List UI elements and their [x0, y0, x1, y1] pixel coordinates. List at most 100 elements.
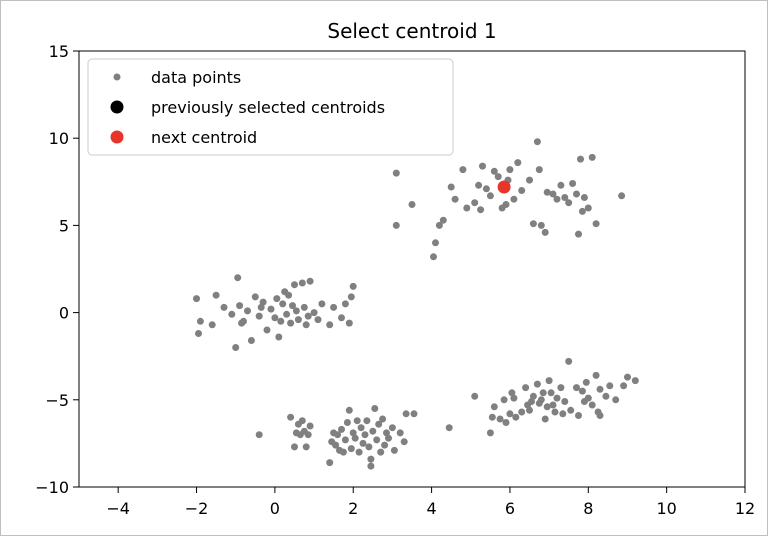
data-point [310, 309, 318, 317]
data-point [263, 326, 271, 334]
data-point [294, 316, 302, 324]
data-point [196, 317, 204, 325]
data-point [514, 159, 522, 167]
legend-marker-data-points [113, 73, 121, 81]
data-point [247, 337, 255, 344]
data-point [588, 153, 596, 161]
data-point [400, 438, 408, 446]
data-point [349, 282, 357, 290]
data-point [529, 220, 537, 228]
x-tick-label: 10 [656, 499, 676, 518]
data-point [541, 415, 549, 423]
data-point [359, 439, 367, 447]
data-point [528, 398, 535, 405]
data-point [277, 317, 285, 325]
data-point [267, 305, 275, 313]
data-point [606, 382, 614, 390]
data-point [526, 176, 533, 184]
data-point [338, 425, 345, 433]
data-point [582, 378, 590, 386]
data-point [336, 446, 343, 454]
data-point [588, 401, 596, 409]
x-tick-label: −2 [185, 499, 209, 518]
data-point [565, 357, 573, 365]
data-point [569, 180, 577, 187]
data-point [326, 459, 334, 467]
data-point [543, 188, 551, 196]
y-tick-label: −5 [45, 391, 69, 410]
legend-marker-next-centroid [110, 130, 124, 144]
data-point [304, 431, 312, 439]
data-point [471, 199, 479, 207]
data-point [298, 417, 306, 425]
data-point [498, 204, 506, 212]
data-point [471, 392, 479, 400]
data-point [385, 434, 392, 442]
data-point [490, 403, 498, 411]
data-point [533, 138, 541, 146]
data-point [573, 384, 580, 392]
data-point [486, 192, 494, 200]
data-point [553, 195, 561, 203]
data-point [383, 429, 390, 437]
data-point [435, 221, 443, 229]
data-point [318, 300, 326, 308]
data-point [439, 216, 447, 224]
data-point [596, 412, 604, 419]
legend-label-previous-centroids: previously selected centroids [151, 98, 385, 117]
legend-box [87, 58, 454, 156]
data-point [549, 401, 557, 409]
centroid-point [497, 180, 511, 194]
data-point [390, 446, 398, 454]
data-point [477, 206, 485, 214]
data-point [208, 321, 216, 329]
data-point [341, 436, 349, 444]
data-point [535, 166, 543, 174]
x-tick-label: 8 [583, 499, 593, 518]
data-point [279, 300, 287, 308]
data-point [195, 330, 202, 337]
data-point [281, 288, 289, 296]
data-point [373, 436, 381, 444]
data-point [244, 307, 251, 315]
data-point [557, 384, 565, 392]
data-point [351, 434, 359, 442]
data-point [341, 300, 349, 308]
x-tick-label: 4 [426, 499, 436, 518]
data-point [347, 445, 355, 453]
data-point [302, 321, 310, 329]
data-point [291, 443, 298, 451]
data-point [488, 413, 496, 421]
data-point [379, 415, 387, 423]
data-point [238, 319, 246, 327]
data-point [381, 441, 389, 449]
data-point [345, 406, 353, 414]
data-point [537, 221, 545, 229]
data-point [332, 441, 340, 449]
data-point [306, 422, 314, 430]
data-point [575, 412, 582, 419]
data-point [541, 228, 549, 236]
legend: data points previously selected centroid… [87, 58, 454, 156]
axes-frame [78, 50, 746, 488]
data-point [347, 293, 355, 301]
data-point [445, 424, 453, 432]
data-point [314, 316, 322, 324]
data-point [343, 419, 351, 426]
data-point [618, 192, 626, 200]
data-point [459, 166, 467, 174]
data-point [410, 410, 418, 418]
data-point [592, 371, 600, 379]
data-point [349, 429, 357, 437]
data-point [547, 389, 555, 397]
data-point [553, 394, 561, 402]
data-point [271, 314, 279, 322]
data-point [357, 424, 365, 432]
data-point [575, 230, 582, 238]
data-point [334, 431, 342, 439]
data-point [451, 195, 459, 203]
data-point [475, 181, 483, 189]
data-point [592, 220, 600, 228]
